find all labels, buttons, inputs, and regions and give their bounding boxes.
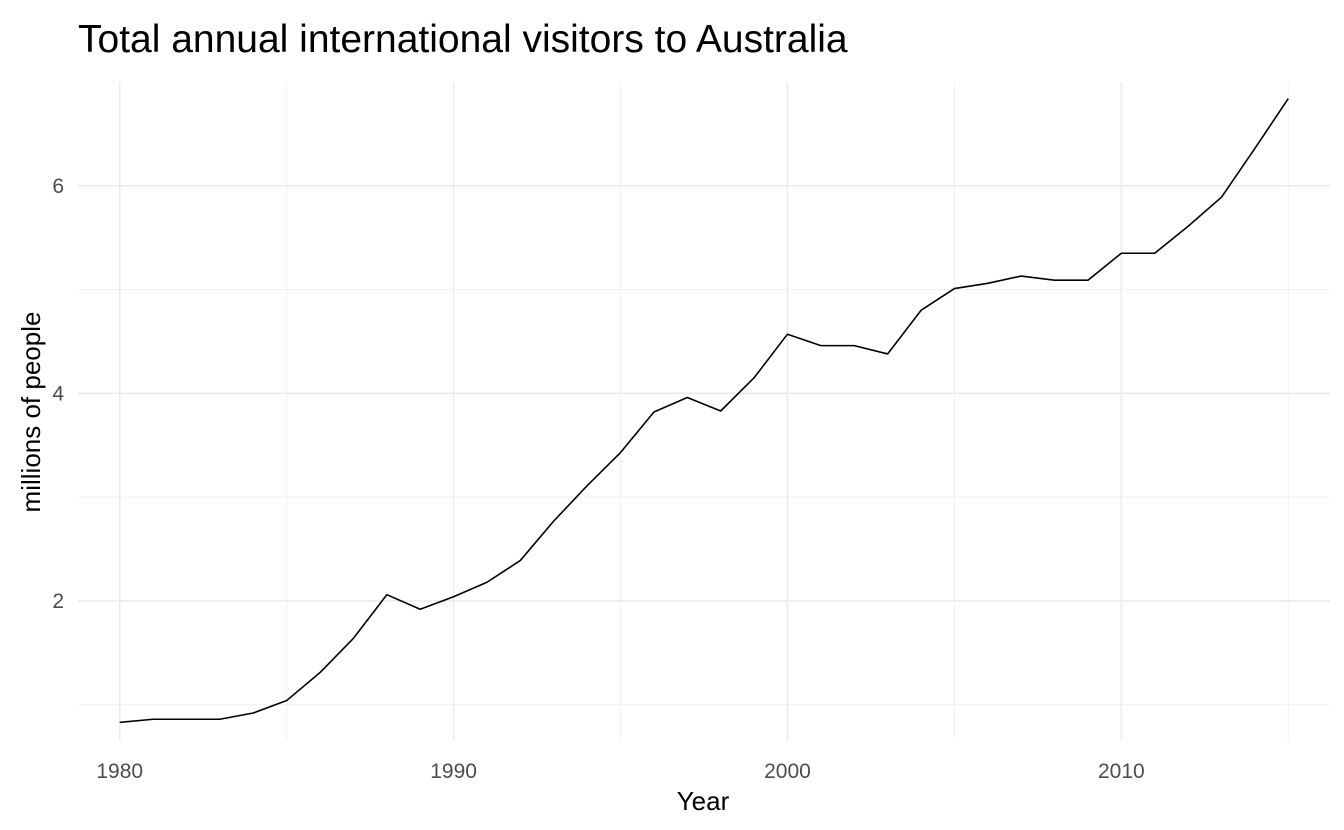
series-layer [119, 98, 1289, 724]
chart-title: Total annual international visitors to A… [78, 18, 848, 61]
x-tick-label-1980: 1980 [96, 760, 143, 783]
series-line-0 [119, 98, 1289, 724]
x-tick-label-1990: 1990 [430, 760, 477, 783]
y-tick-label-4: 4 [52, 382, 64, 405]
x-axis-title: Year [677, 786, 730, 816]
y-axis-title: millions of people [16, 312, 46, 513]
tick-labels: 1980 1990 2000 2010 2 4 6 [52, 175, 1144, 783]
y-tick-label-6: 6 [52, 175, 64, 198]
x-tick-label-2000: 2000 [764, 760, 811, 783]
x-tick-label-2010: 2010 [1098, 760, 1145, 783]
major-gridlines [78, 82, 1330, 740]
y-tick-label-2: 2 [52, 590, 64, 613]
minor-gridlines [78, 82, 1330, 740]
